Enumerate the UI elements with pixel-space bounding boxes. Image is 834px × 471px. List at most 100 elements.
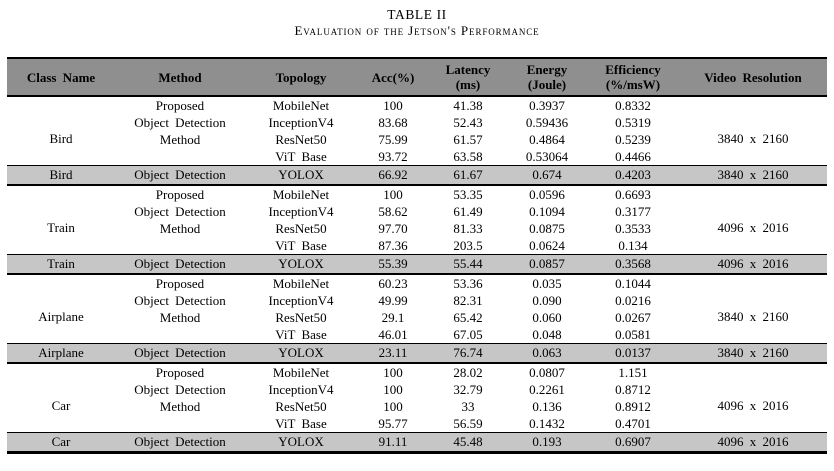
energy-cell: 0.3937 xyxy=(529,98,565,113)
energy-cell: 0.0596 xyxy=(529,187,565,202)
acc-cell: 100 xyxy=(383,187,403,202)
energy-cell: 0.0624 xyxy=(529,238,565,253)
efficiency-cell: 0.6693 xyxy=(615,187,651,202)
topology-cell: InceptionV4 xyxy=(268,204,334,219)
topology-cell: InceptionV4 xyxy=(268,293,334,308)
topology-cell: YOLOX xyxy=(278,256,324,271)
method-cell: Proposed Object Detection Method xyxy=(134,276,226,325)
acc-cell: 100 xyxy=(383,365,403,380)
topology-cell: ViT Base xyxy=(275,149,327,164)
energy-cell: 0.063 xyxy=(532,345,562,360)
topology-cell: ResNet50 xyxy=(275,399,327,414)
latency-cell: 203.5 xyxy=(453,238,483,253)
class-name-cell: Airplane xyxy=(38,308,84,324)
yolox-highlight-row: Airplane Object Detection YOLOX 23.11 76.74 0… xyxy=(7,343,827,363)
table-title: Evaluation of the Jetson's Performance xyxy=(294,23,540,38)
efficiency-cell: 0.0137 xyxy=(615,345,651,360)
energy-cell: 0.193 xyxy=(532,434,562,449)
col-header-efficiency-unit: (%/msW) xyxy=(605,77,661,92)
method-cell-single: Object Detection xyxy=(134,345,226,360)
latency-cell: 53.36 xyxy=(453,276,483,291)
latency-cell: 61.67 xyxy=(453,167,483,182)
acc-cell: 75.99 xyxy=(378,132,408,147)
efficiency-cell: 0.4203 xyxy=(615,167,651,182)
latency-cell: 61.57 xyxy=(453,132,483,147)
col-header-acc: Acc(%) xyxy=(357,58,429,96)
topology-cell: YOLOX xyxy=(278,434,324,449)
class-name-cell: Car xyxy=(51,397,71,413)
latency-cell: 55.44 xyxy=(453,256,483,271)
latency-cell: 63.58 xyxy=(453,149,483,164)
efficiency-cell: 0.3533 xyxy=(615,221,651,236)
efficiency-cell: 0.5239 xyxy=(615,132,651,147)
energy-cell: 0.4864 xyxy=(529,132,565,147)
table-number: TABLE II xyxy=(387,7,447,22)
col-header-topology: Topology xyxy=(245,58,357,96)
class-name-cell: Bird xyxy=(49,130,73,146)
latency-cell: 82.31 xyxy=(453,293,483,308)
latency-cell: 52.43 xyxy=(453,115,483,130)
method-cell: Proposed Object Detection Method xyxy=(134,365,226,414)
class-name-cell: Airplane xyxy=(38,345,84,360)
method-cell: Proposed Object Detection Method xyxy=(134,98,226,147)
resolution-cell: 4096 x 2016 xyxy=(717,256,789,271)
yolox-highlight-row: Car Object Detection YOLOX 91.11 45.48 0.193 0… xyxy=(7,432,827,453)
efficiency-cell: 0.3568 xyxy=(615,256,651,271)
data-row: ResNet50 100 33 0.136 0.8912 xyxy=(7,398,827,415)
table-body: Bird Proposed Object Detection Method Mobi… xyxy=(7,96,827,453)
acc-cell: 46.01 xyxy=(378,327,408,342)
acc-cell: 23.11 xyxy=(378,345,408,360)
yolox-highlight-row: Bird Object Detection YOLOX 66.92 61.67 0.674… xyxy=(7,165,827,185)
acc-cell: 66.92 xyxy=(378,167,408,182)
acc-cell: 55.39 xyxy=(378,256,408,271)
resolution-cell: 3840 x 2160 xyxy=(717,130,789,146)
topology-cell: YOLOX xyxy=(278,167,324,182)
energy-cell: 0.060 xyxy=(532,310,562,325)
col-header-acc-label: Acc(%) xyxy=(371,69,415,85)
data-row: InceptionV4 58.62 61.49 0.1094 0.3177 xyxy=(7,203,827,220)
efficiency-cell: 0.0216 xyxy=(615,293,651,308)
yolox-highlight-row: Train Object Detection YOLOX 55.39 55.44 0.08… xyxy=(7,254,827,274)
latency-cell: 65.42 xyxy=(453,310,483,325)
acc-cell: 49.99 xyxy=(378,293,408,308)
data-row: ResNet50 29.1 65.42 0.060 0.0267 xyxy=(7,309,827,326)
col-header-topology-label: Topology xyxy=(275,69,327,85)
topology-cell: ResNet50 xyxy=(275,132,327,147)
col-header-energy-label: Energy xyxy=(526,62,568,77)
efficiency-cell: 0.1044 xyxy=(615,276,651,291)
energy-cell: 0.1432 xyxy=(529,416,565,431)
method-cell-single: Object Detection xyxy=(134,167,226,182)
acc-cell: 60.23 xyxy=(378,276,408,291)
acc-cell: 100 xyxy=(383,382,403,397)
latency-cell: 45.48 xyxy=(453,434,483,449)
acc-cell: 100 xyxy=(383,399,403,414)
latency-cell: 76.74 xyxy=(453,345,483,360)
topology-cell: InceptionV4 xyxy=(268,115,334,130)
resolution-cell: 3840 x 2160 xyxy=(717,345,789,360)
data-row: ViT Base 46.01 67.05 0.048 0.0581 xyxy=(7,326,827,344)
efficiency-cell: 0.134 xyxy=(618,238,648,253)
resolution-cell: 4096 x 2016 xyxy=(717,219,789,235)
latency-cell: 61.49 xyxy=(453,204,483,219)
topology-cell: MobileNet xyxy=(272,276,330,291)
efficiency-cell: 0.3177 xyxy=(615,204,651,219)
col-header-class-name-label: Class Name xyxy=(26,69,96,85)
method-cell-single: Object Detection xyxy=(134,434,226,449)
resolution-cell: 4096 x 2016 xyxy=(717,434,789,449)
col-header-method-label: Method xyxy=(158,69,202,85)
data-row: ViT Base 93.72 63.58 0.53064 0.4466 xyxy=(7,148,827,166)
energy-cell: 0.035 xyxy=(532,276,562,291)
class-name-cell: Bird xyxy=(49,167,73,182)
col-header-class-name: Class Name xyxy=(7,58,115,96)
class-name-cell: Car xyxy=(51,434,71,449)
acc-cell: 87.36 xyxy=(378,238,408,253)
method-cell-single: Object Detection xyxy=(134,256,226,271)
data-row: ViT Base 95.77 56.59 0.1432 0.4701 xyxy=(7,415,827,433)
col-header-video-resolution: Video Resolution xyxy=(679,58,827,96)
data-row: ResNet50 97.70 81.33 0.0875 0.3533 xyxy=(7,220,827,237)
efficiency-cell: 0.8332 xyxy=(615,98,651,113)
topology-cell: YOLOX xyxy=(278,345,324,360)
topology-cell: MobileNet xyxy=(272,365,330,380)
data-row: Car Proposed Object Detection Method Mobil… xyxy=(7,363,827,414)
data-row: Train Proposed Object Detection Method Mob… xyxy=(7,185,827,236)
